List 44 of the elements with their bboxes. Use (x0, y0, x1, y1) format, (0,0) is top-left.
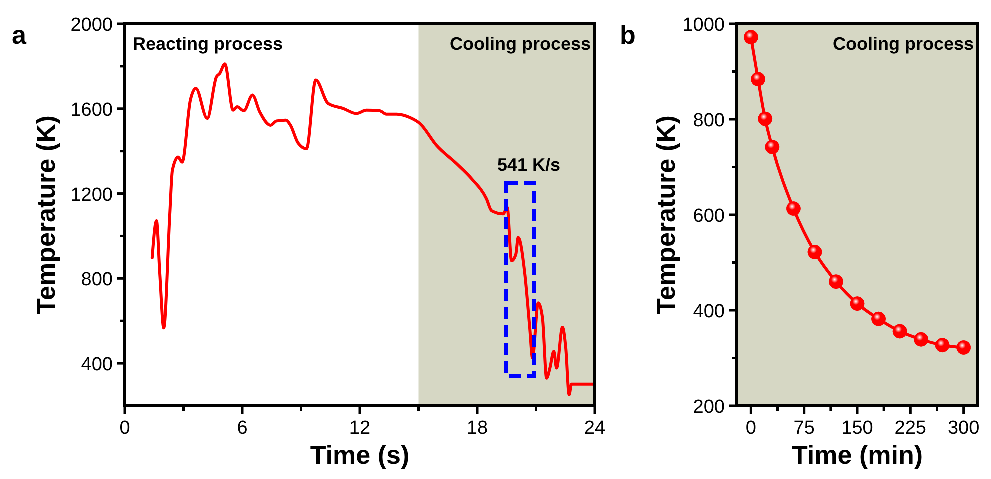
point (935, 338, 950, 353)
y-tick-label: 600 (693, 206, 725, 227)
x-tick-label: 24 (584, 418, 606, 439)
x-tick-label: 0 (120, 418, 130, 439)
x-tick-label: 18 (466, 418, 488, 439)
x-tick-label: 12 (349, 418, 371, 439)
x-axis-title: Time (min) (792, 440, 923, 470)
point (786, 202, 801, 216)
y-axis-title: Temperature (K) (651, 116, 681, 314)
y-tick-label: 1200 (70, 184, 113, 206)
point (758, 112, 773, 126)
y-tick-label: 1000 (682, 15, 725, 36)
point (744, 30, 758, 45)
y-tick-label: 400 (693, 302, 725, 322)
annotation: 541 K/s (497, 155, 561, 175)
x-tick-label: 6 (237, 418, 248, 439)
x-axis-title: Time (s) (310, 440, 410, 470)
point (892, 324, 908, 339)
annotation: Reacting process (133, 34, 284, 54)
x-tick-label: 75 (794, 418, 815, 439)
point (828, 274, 844, 290)
point (956, 340, 972, 355)
chart-title: a (12, 20, 27, 50)
y-tick-label: 800 (693, 110, 725, 132)
y-axis-title: Temperature (K) (31, 116, 61, 314)
point (751, 72, 766, 87)
y-tick-label: 1600 (70, 100, 113, 121)
x-tick-label: 150 (842, 418, 874, 439)
point (850, 296, 865, 312)
band-label: Cooling process (832, 34, 974, 54)
band-label: Cooling process (450, 34, 591, 54)
y-tick-label: 400 (81, 354, 113, 376)
x-tick-label: 300 (948, 418, 980, 439)
y-tick-label: 200 (693, 397, 725, 418)
line-series (150, 62, 595, 396)
point (872, 312, 886, 326)
point (765, 140, 780, 154)
y-tick-label: 800 (81, 270, 113, 291)
chart-title: b (620, 20, 636, 50)
point (808, 244, 822, 260)
x-tick-label: 225 (894, 418, 927, 439)
point (914, 332, 929, 347)
x-tick-label: 0 (746, 418, 756, 439)
y-tick-label: 2000 (70, 15, 113, 36)
